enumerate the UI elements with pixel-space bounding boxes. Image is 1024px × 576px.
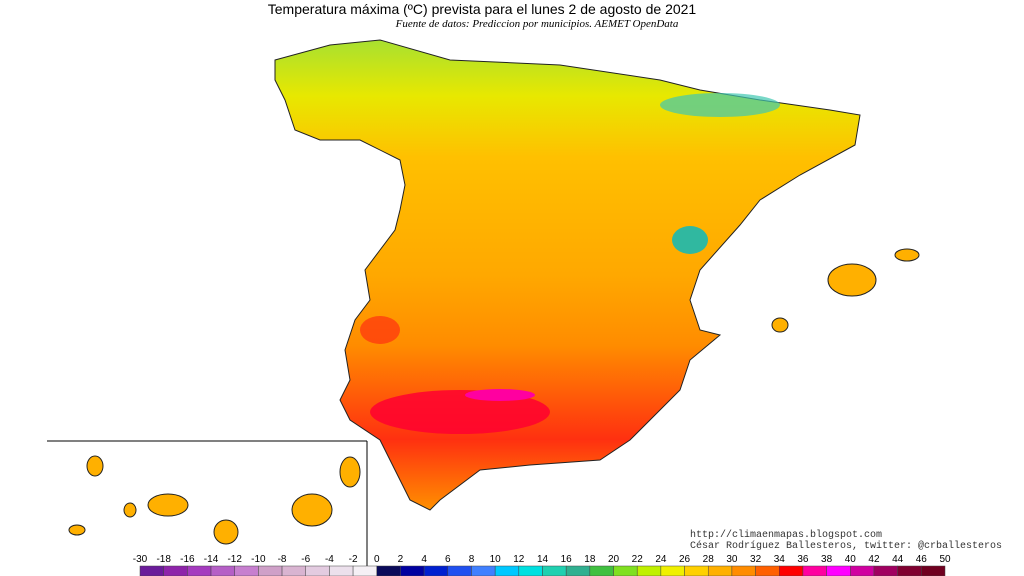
- legend-swatch: [447, 565, 472, 576]
- legend-swatch: [542, 565, 567, 576]
- legend-label: 12: [513, 554, 525, 565]
- legend-swatch: [613, 565, 638, 576]
- legend-swatch: [636, 565, 662, 576]
- legend-label: 2: [398, 554, 404, 565]
- legend-label: 34: [774, 554, 786, 565]
- legend-swatch: [731, 565, 756, 576]
- legend-label: 38: [821, 554, 833, 565]
- legend-swatch: [376, 565, 401, 576]
- legend-swatch: [873, 565, 898, 576]
- legend-label: 32: [750, 554, 762, 565]
- legend-label: -4: [325, 554, 334, 565]
- legend-swatch: [423, 565, 449, 576]
- legend-swatch: [921, 565, 946, 576]
- legend-swatch: [779, 565, 804, 576]
- legend-label: 14: [537, 554, 549, 565]
- legend-swatch: [210, 565, 235, 576]
- peninsula: [274, 39, 861, 511]
- legend-label: 0: [374, 554, 380, 565]
- legend-swatch: [352, 565, 378, 576]
- legend-label: 6: [445, 554, 451, 565]
- legend-swatch: [589, 565, 614, 576]
- legend-swatch: [400, 565, 425, 576]
- legend-label: -10: [251, 554, 266, 565]
- legend-swatch: [826, 565, 851, 576]
- legend-label: 42: [868, 554, 880, 565]
- legend-swatch: [565, 565, 591, 576]
- legend-swatch: [163, 565, 188, 576]
- legend-swatch: [897, 565, 922, 576]
- legend-label: 40: [845, 554, 857, 565]
- credit-url: http://climaenmapas.blogspot.com: [690, 529, 882, 541]
- legend-swatch: [305, 565, 330, 576]
- legend-label: 30: [726, 554, 738, 565]
- legend-label: -8: [278, 554, 287, 565]
- legend-swatch: [802, 565, 827, 576]
- map-title: Temperatura máxima (ºC) prevista para el…: [268, 1, 697, 17]
- legend-label: -18: [156, 554, 171, 565]
- color-legend: -30 -18 -16 -14 -12 -10 -8 -6 -4 -2 0 2 4 6 8 10 12 14 16 1…: [133, 554, 951, 576]
- legend-swatch: [494, 565, 520, 576]
- legend-swatch: [471, 565, 496, 576]
- legend-label: 46: [916, 554, 928, 565]
- legend-swatch: [518, 565, 543, 576]
- legend-swatch: [755, 565, 780, 576]
- legend-label: 26: [679, 554, 691, 565]
- legend-label: 10: [490, 554, 502, 565]
- legend-label: -2: [349, 554, 358, 565]
- legend-swatch: [234, 565, 259, 576]
- canary-inset: [47, 440, 368, 570]
- legend-label: 18: [584, 554, 596, 565]
- credit-author: César Rodríguez Ballesteros, twitter: @c…: [690, 540, 1002, 552]
- legend-label: -30: [133, 554, 148, 565]
- legend-swatch: [684, 565, 709, 576]
- legend-swatch: [707, 565, 733, 576]
- legend-label: 20: [608, 554, 620, 565]
- legend-swatch: [660, 565, 685, 576]
- legend-label: 36: [797, 554, 809, 565]
- legend-label: 4: [421, 554, 427, 565]
- legend-label: -14: [204, 554, 219, 565]
- legend-swatch: [139, 565, 164, 576]
- legend-swatch: [329, 565, 354, 576]
- legend-swatch: [187, 565, 212, 576]
- legend-label: -16: [180, 554, 195, 565]
- legend-swatch: [850, 565, 875, 576]
- legend-swatch: [258, 565, 283, 576]
- map-subtitle: Fuente de datos: Prediccion por municipi…: [395, 18, 679, 30]
- legend-label: -6: [301, 554, 310, 565]
- legend-label: 8: [469, 554, 475, 565]
- legend-label: 22: [632, 554, 644, 565]
- legend-swatch: [281, 565, 306, 576]
- legend-label: 24: [655, 554, 667, 565]
- legend-label: -12: [227, 554, 242, 565]
- legend-label: 28: [703, 554, 715, 565]
- legend-label: 44: [892, 554, 904, 565]
- legend-label: 50: [939, 554, 951, 565]
- legend-label: 16: [561, 554, 573, 565]
- balearic-islands: [771, 248, 920, 333]
